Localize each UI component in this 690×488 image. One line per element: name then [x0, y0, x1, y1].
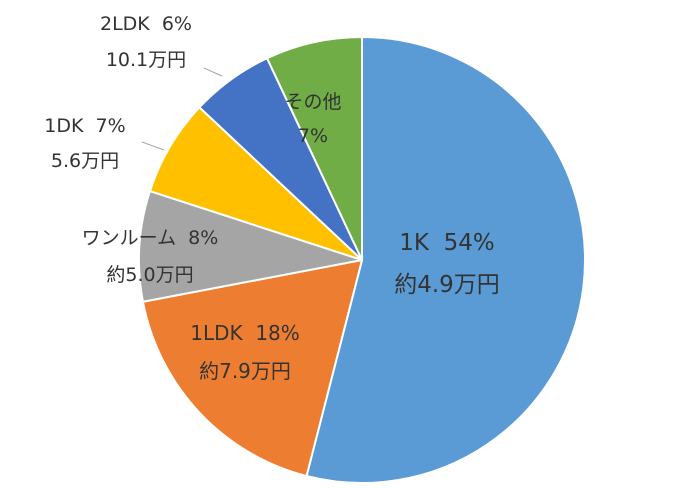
slice-rent-label-4: 5.6万円: [51, 150, 119, 172]
slice-label-1: 1K 54%: [399, 230, 494, 256]
slice-label-4: 1DK 7%: [44, 115, 125, 137]
slice-rent-label-1: 約4.9万円: [394, 272, 500, 298]
slice-percent-label-6: 7%: [298, 125, 328, 147]
slice-label-5: 2LDK 6%: [100, 13, 192, 35]
slice-label-3: ワンルーム 8%: [82, 227, 219, 249]
slice-label-2: 1LDK 18%: [190, 321, 300, 345]
slice-rent-label-3: 約5.0万円: [106, 264, 193, 286]
pie-slice-2: [141, 258, 364, 478]
slice-rent-label-2: 約7.9万円: [199, 359, 291, 383]
slice-label-6: その他: [284, 91, 341, 113]
pie-slice-1: [305, 35, 586, 484]
slice-rent-label-5: 10.1万円: [106, 49, 186, 71]
pie-slice-3: [138, 189, 363, 303]
slice-labels: 1K 54% 約4.9万円 1LDK 18% 約7.9万円 ワンルーム 8% 約5.0万円…: [44, 13, 499, 383]
leader-line-5: [203, 67, 223, 77]
pie-slice-6: [265, 35, 363, 261]
leader-line-4: [141, 141, 165, 151]
leader-lines: [141, 67, 223, 151]
pie-slices: [138, 35, 586, 484]
